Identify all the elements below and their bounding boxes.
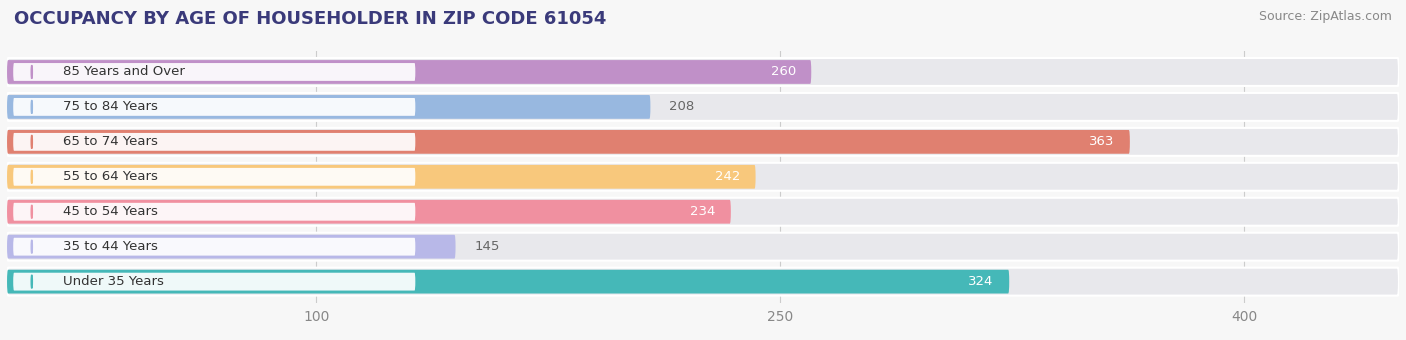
FancyBboxPatch shape [13,203,415,221]
FancyBboxPatch shape [7,198,1399,226]
Text: 145: 145 [474,240,499,253]
Text: 324: 324 [969,275,994,288]
Text: 35 to 44 Years: 35 to 44 Years [63,240,157,253]
FancyBboxPatch shape [13,63,415,81]
Text: 242: 242 [714,170,740,183]
Text: 65 to 74 Years: 65 to 74 Years [63,135,157,148]
Text: 234: 234 [690,205,716,218]
FancyBboxPatch shape [7,58,1399,86]
Text: Source: ZipAtlas.com: Source: ZipAtlas.com [1258,10,1392,23]
FancyBboxPatch shape [7,93,1399,121]
FancyBboxPatch shape [7,165,755,189]
FancyBboxPatch shape [13,133,415,151]
Text: 55 to 64 Years: 55 to 64 Years [63,170,157,183]
Text: 45 to 54 Years: 45 to 54 Years [63,205,157,218]
FancyBboxPatch shape [13,273,415,291]
Text: 260: 260 [770,66,796,79]
Text: Under 35 Years: Under 35 Years [63,275,163,288]
Text: 208: 208 [669,100,695,114]
FancyBboxPatch shape [7,235,456,259]
Text: 363: 363 [1090,135,1115,148]
FancyBboxPatch shape [7,130,1130,154]
FancyBboxPatch shape [7,60,811,84]
FancyBboxPatch shape [7,233,1399,261]
FancyBboxPatch shape [13,168,415,186]
Text: OCCUPANCY BY AGE OF HOUSEHOLDER IN ZIP CODE 61054: OCCUPANCY BY AGE OF HOUSEHOLDER IN ZIP C… [14,10,606,28]
FancyBboxPatch shape [7,268,1399,295]
FancyBboxPatch shape [7,95,651,119]
FancyBboxPatch shape [7,163,1399,191]
FancyBboxPatch shape [7,200,731,224]
FancyBboxPatch shape [13,98,415,116]
Text: 75 to 84 Years: 75 to 84 Years [63,100,157,114]
FancyBboxPatch shape [7,128,1399,156]
Text: 85 Years and Over: 85 Years and Over [63,66,184,79]
FancyBboxPatch shape [7,270,1010,293]
FancyBboxPatch shape [13,238,415,256]
